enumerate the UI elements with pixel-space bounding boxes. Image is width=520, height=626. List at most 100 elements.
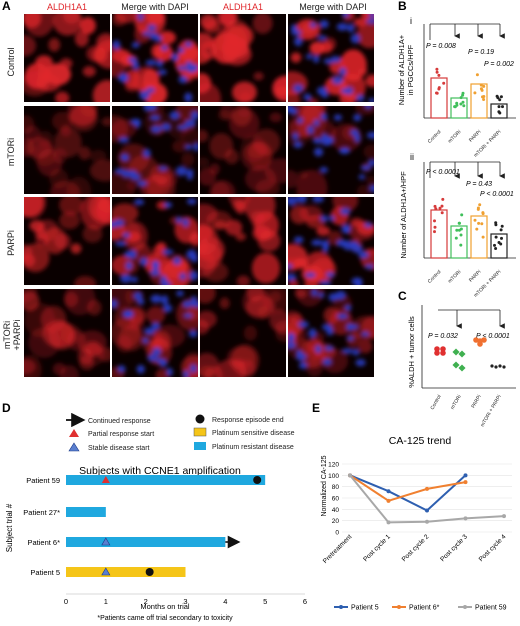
y-tick-label: 0 xyxy=(335,530,339,537)
panel-c-xlabels: Control mTORi PARPi mTORi + PARPi xyxy=(429,394,502,428)
panel-b-i-ylabel-2: in PGCCs/HPF xyxy=(406,44,415,95)
series-line xyxy=(349,474,467,512)
y-tick-label: 80 xyxy=(332,484,340,491)
scatter-point xyxy=(462,104,466,108)
scatter-point xyxy=(442,81,446,85)
micrograph-tile xyxy=(24,106,110,194)
scatter-point xyxy=(490,364,494,368)
col-header-aldh1a1-2: ALDH1A1 xyxy=(223,2,263,12)
scatter-point xyxy=(479,83,483,87)
x-tick-label: Post cycle 3 xyxy=(439,533,469,563)
legend-label: Patient 5 xyxy=(351,605,379,612)
scatter-point xyxy=(434,350,440,356)
scatter-point xyxy=(502,365,506,369)
legend-label: Patient 59 xyxy=(475,605,507,612)
micrograph-tile xyxy=(288,289,374,377)
micrograph-tile xyxy=(200,14,286,102)
scatter-point xyxy=(459,243,463,247)
micrograph-tile xyxy=(24,289,110,377)
scatter-point xyxy=(459,102,463,106)
x-tick-label: 3 xyxy=(183,597,187,606)
micrograph-grid xyxy=(24,14,374,377)
chart-e-plot: 0 20 40 60 80 100 120 Pretreatment Post cycle 1 P… xyxy=(322,462,512,612)
scatter-point xyxy=(457,228,461,232)
scatter-point xyxy=(494,365,498,369)
scatter-point xyxy=(433,225,437,229)
panel-a-row-labels: Control mTORi PARPi mTORi +PARPi xyxy=(2,47,22,350)
scatter-point xyxy=(459,233,463,237)
scatter-point xyxy=(435,67,439,71)
scatter-point xyxy=(433,219,436,223)
panel-letter-c: C xyxy=(398,289,407,303)
scatter-point xyxy=(458,350,466,358)
scatter-point xyxy=(498,364,502,368)
scatter-point xyxy=(460,213,464,217)
panel-letter-d: D xyxy=(2,401,11,415)
pval-b-ii-3: P < 0.0001 xyxy=(480,191,514,198)
scatter-point xyxy=(433,204,437,208)
x-tick-label: 0 xyxy=(64,597,68,606)
bar-b-ii-parpi xyxy=(470,215,488,259)
scatter-point xyxy=(501,105,504,109)
scatter-point xyxy=(481,337,487,343)
panel-letter-e: E xyxy=(312,401,320,415)
subject-label: Patient 27* xyxy=(23,508,60,517)
scatter-point xyxy=(473,91,477,95)
xlabel-b-ii-parpi: PARPi xyxy=(468,269,482,283)
micrograph-tile xyxy=(112,106,198,194)
data-point xyxy=(386,520,391,525)
bar-b-ii-mtori xyxy=(450,225,468,259)
chart-d-title: Subjects with CCNE1 amplification xyxy=(79,465,241,477)
xlabel-c-mtori: mTORi xyxy=(450,394,463,411)
micrograph-tile xyxy=(24,197,110,285)
scatter-point xyxy=(482,98,486,101)
bar-b-i-combo xyxy=(490,103,508,119)
stable-disease-marker xyxy=(101,537,111,546)
pval-b-ii-2: P = 0.43 xyxy=(466,181,492,188)
data-point xyxy=(348,473,352,478)
scatter-point xyxy=(433,230,436,234)
xlabel-b-ii-mtori: mTORi xyxy=(447,269,462,284)
y-tick-label: 60 xyxy=(332,496,340,503)
bar-b-ii-control xyxy=(430,209,448,259)
legend-partial: Partial response start xyxy=(88,431,154,438)
series-line xyxy=(349,474,505,524)
scatter-point xyxy=(499,242,503,246)
micrograph-tile xyxy=(288,106,374,194)
scatter-point xyxy=(497,105,501,109)
row-label-combo-2: +PARPi xyxy=(12,319,22,350)
scatter-point xyxy=(458,364,466,372)
panel-a-headers: ALDH1A1 Merge with DAPI ALDH1A1 Merge wi… xyxy=(47,2,367,12)
col-header-merge-2: Merge with DAPI xyxy=(299,2,367,12)
subject-label: Patient 59 xyxy=(26,476,60,485)
panel-b-ii-ylabel: Number of ALDH1A+/HPF xyxy=(399,171,408,259)
legend-sensitive: Platinum sensitive disease xyxy=(212,430,295,437)
y-tick-label: 120 xyxy=(328,462,339,469)
x-tick-label: Post cycle 4 xyxy=(478,533,508,563)
data-point xyxy=(502,514,506,519)
x-tick-label: 2 xyxy=(144,597,148,606)
micrograph-tile xyxy=(200,106,286,194)
data-point xyxy=(386,489,391,494)
panel-b-i-xlabels: Control mTORi PARPi mTORi + PARPi xyxy=(427,129,503,159)
scatter-point xyxy=(455,228,459,232)
panel-b-sub-i: i xyxy=(410,16,412,26)
pval-b-ii-1: P < 0.0001 xyxy=(426,169,460,176)
data-point xyxy=(386,498,391,503)
scatter-point xyxy=(434,207,438,211)
x-tick-label: 4 xyxy=(223,597,227,606)
x-tick-label: Post cycle 2 xyxy=(401,533,431,563)
stable-disease-marker xyxy=(101,567,111,576)
row-label-combo-1: mTORi xyxy=(2,321,12,349)
legend-stable: Stable disease start xyxy=(88,445,150,452)
data-point xyxy=(463,473,468,478)
pval-c-2: P < 0.0001 xyxy=(476,333,510,340)
row-label-mtori: mTORi xyxy=(6,138,16,166)
scatter-point xyxy=(475,73,479,77)
stable-disease-triangle-icon xyxy=(68,442,80,452)
chart-e-title: CA-125 trend xyxy=(389,435,452,447)
data-point xyxy=(463,516,468,521)
bar-b-i-parpi xyxy=(470,83,488,119)
scatter-point xyxy=(461,93,465,97)
